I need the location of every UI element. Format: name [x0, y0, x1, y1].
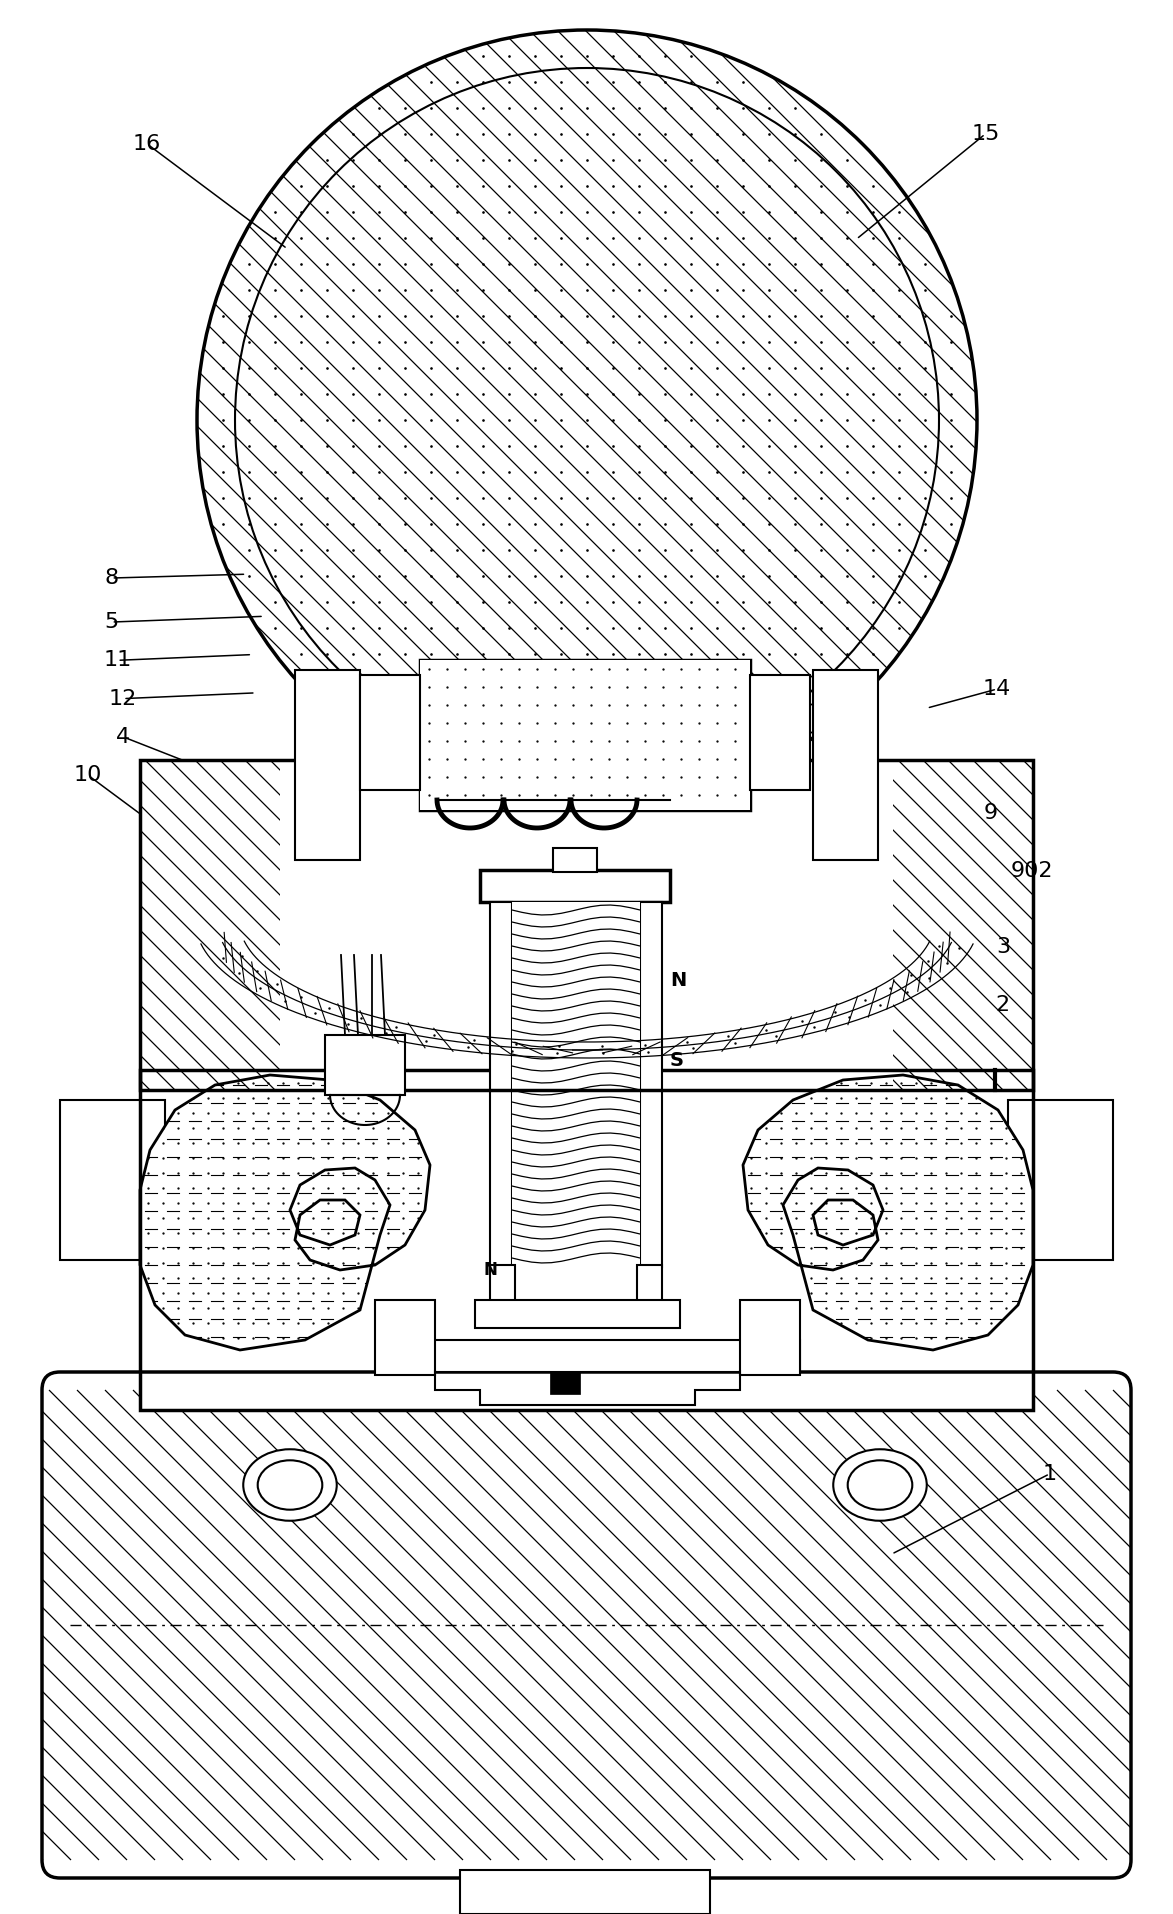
- Text: 10: 10: [74, 766, 102, 785]
- Bar: [294, 670, 360, 859]
- Bar: [60, 1101, 165, 1259]
- Ellipse shape: [258, 1460, 323, 1510]
- Text: 902: 902: [1011, 861, 1053, 880]
- Text: 16: 16: [133, 134, 161, 153]
- Bar: [420, 660, 750, 810]
- Text: 3: 3: [996, 938, 1010, 957]
- Bar: [813, 670, 879, 859]
- Text: 2: 2: [996, 995, 1010, 1014]
- Polygon shape: [140, 1076, 430, 1349]
- Ellipse shape: [848, 1460, 913, 1510]
- Bar: [750, 676, 811, 790]
- Bar: [1008, 1101, 1113, 1259]
- Bar: [480, 871, 670, 901]
- Bar: [475, 1300, 680, 1328]
- Text: N: N: [670, 970, 686, 990]
- Polygon shape: [743, 1076, 1033, 1349]
- Polygon shape: [893, 760, 1033, 1089]
- FancyBboxPatch shape: [42, 1372, 1131, 1878]
- Bar: [420, 660, 750, 810]
- Bar: [552, 848, 597, 873]
- Text: 15: 15: [971, 124, 999, 144]
- Bar: [140, 1070, 1033, 1411]
- Bar: [740, 1300, 800, 1374]
- Bar: [140, 760, 1033, 1089]
- Ellipse shape: [833, 1449, 927, 1522]
- Text: 14: 14: [983, 679, 1011, 699]
- Text: 8: 8: [104, 568, 118, 588]
- Text: 1: 1: [1043, 1464, 1057, 1483]
- Bar: [511, 901, 640, 1267]
- Bar: [375, 1300, 435, 1374]
- Bar: [550, 1372, 579, 1393]
- Bar: [140, 760, 1033, 1089]
- Ellipse shape: [243, 1449, 337, 1522]
- Text: N: N: [483, 1261, 497, 1279]
- Bar: [490, 901, 511, 1267]
- Bar: [380, 1340, 800, 1372]
- Polygon shape: [140, 760, 280, 1089]
- Bar: [325, 1035, 405, 1095]
- Bar: [140, 1070, 1033, 1411]
- Bar: [637, 1265, 662, 1303]
- Text: 11: 11: [103, 651, 131, 670]
- Text: 4: 4: [116, 727, 130, 746]
- Bar: [460, 1870, 710, 1914]
- Text: S: S: [670, 1051, 684, 1070]
- Text: 12: 12: [109, 689, 137, 708]
- Text: 9: 9: [984, 804, 998, 823]
- Bar: [640, 901, 662, 1267]
- Bar: [490, 1265, 515, 1303]
- Circle shape: [197, 31, 977, 810]
- Bar: [360, 676, 420, 790]
- Text: 5: 5: [104, 612, 118, 632]
